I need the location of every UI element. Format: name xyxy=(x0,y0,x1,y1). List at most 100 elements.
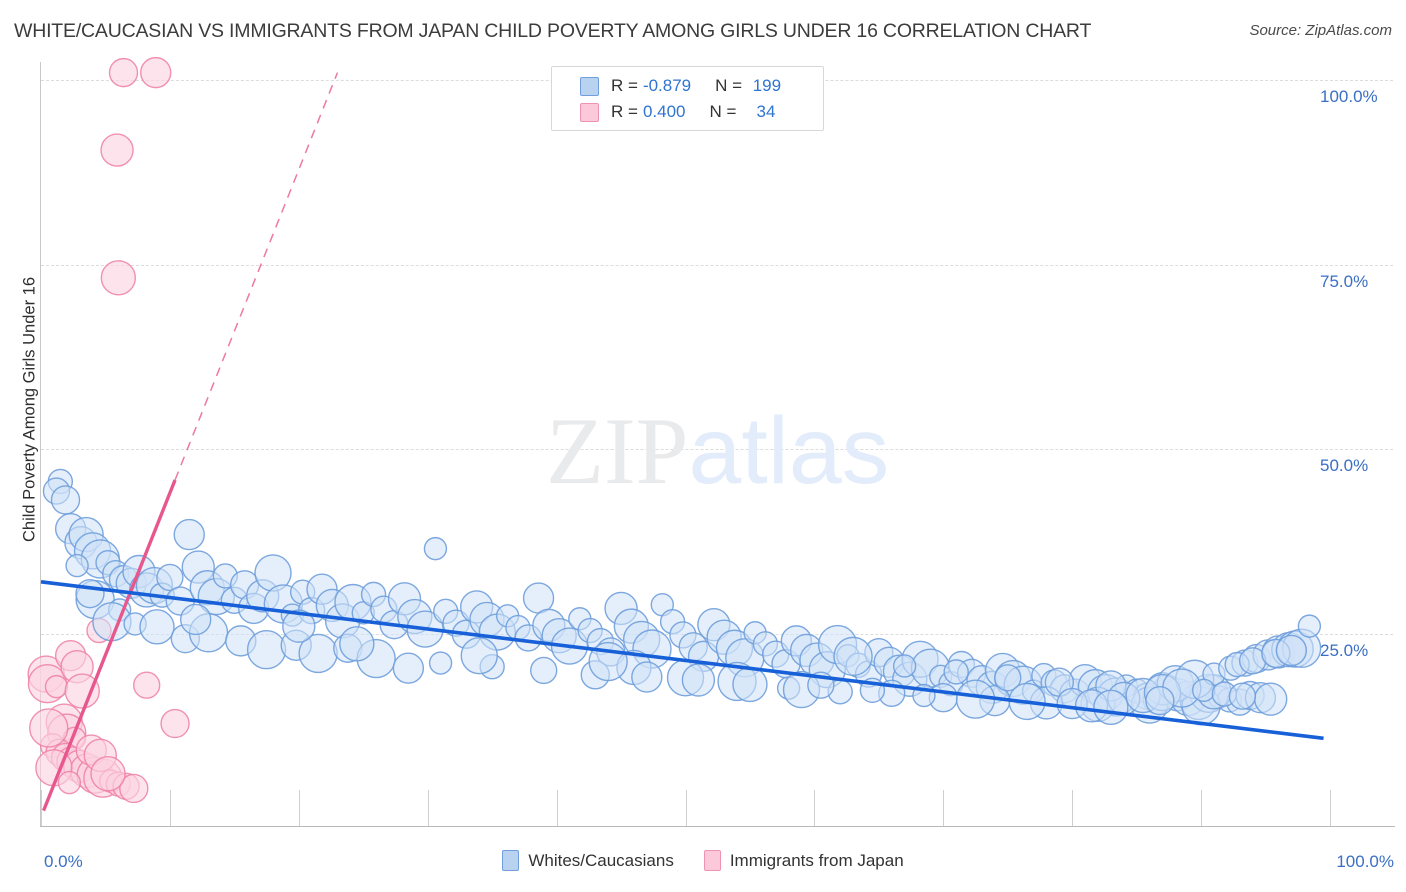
legend-r-key-whites: R = xyxy=(611,76,638,95)
data-point-japan xyxy=(64,673,100,709)
data-point-whites xyxy=(433,598,459,625)
data-point-japan xyxy=(69,753,106,789)
data-point-whites xyxy=(229,570,260,600)
data-point-whites xyxy=(1254,682,1288,716)
data-point-whites xyxy=(782,670,821,709)
data-point-japan xyxy=(57,770,82,795)
x-tick-70 xyxy=(943,790,944,826)
data-point-japan xyxy=(62,749,97,784)
data-point-whites xyxy=(532,608,566,643)
data-point-whites xyxy=(289,579,316,605)
data-point-whites xyxy=(1133,682,1161,710)
data-point-whites xyxy=(1224,651,1250,678)
data-point-japan xyxy=(86,617,112,644)
data-point-whites xyxy=(360,581,387,608)
data-point-whites xyxy=(979,684,1011,717)
x-tick-90 xyxy=(1201,790,1202,826)
data-point-whites xyxy=(632,629,672,669)
data-point-whites xyxy=(580,660,610,690)
data-point-whites xyxy=(1170,680,1206,717)
y-axis-line xyxy=(40,62,41,826)
data-point-whites xyxy=(892,654,917,678)
data-point-whites xyxy=(873,646,905,678)
data-point-whites xyxy=(678,632,708,662)
data-point-whites xyxy=(912,683,936,708)
data-point-japan xyxy=(83,758,123,798)
data-point-whites xyxy=(975,670,1009,705)
data-point-whites xyxy=(123,612,147,636)
data-point-whites xyxy=(1093,689,1129,725)
data-point-japan xyxy=(100,133,134,167)
data-point-whites xyxy=(263,584,304,624)
data-point-whites xyxy=(50,485,81,515)
data-point-whites xyxy=(1114,674,1139,698)
data-point-whites xyxy=(220,586,249,614)
legend-row-japan: R = 0.400 N = 34 xyxy=(552,99,823,125)
data-point-japan xyxy=(112,772,140,800)
data-point-japan xyxy=(44,674,69,699)
series-legend-item-japan[interactable]: Immigrants from Japan xyxy=(703,850,904,871)
data-point-whites xyxy=(1174,659,1215,699)
x-tick-50 xyxy=(686,790,687,826)
data-point-whites xyxy=(298,633,338,674)
series-legend-item-whites[interactable]: Whites/Caucasians xyxy=(502,850,674,871)
gridline-75 xyxy=(41,264,1393,266)
data-point-whites xyxy=(938,670,964,697)
x-tick-20 xyxy=(299,790,300,826)
data-point-whites xyxy=(613,608,650,644)
data-point-whites xyxy=(966,665,998,697)
data-point-whites xyxy=(102,560,130,588)
data-point-whites xyxy=(1181,686,1221,726)
data-point-whites xyxy=(817,624,858,665)
trendline-japan-solid xyxy=(41,479,177,812)
data-point-japan xyxy=(35,749,73,787)
data-point-whites xyxy=(943,659,969,685)
data-point-japan xyxy=(56,746,88,778)
data-point-whites xyxy=(478,613,517,651)
data-point-japan xyxy=(27,655,65,693)
data-point-whites xyxy=(845,652,871,678)
data-point-whites xyxy=(108,564,139,595)
legend-n-key-japan: N = xyxy=(709,102,737,121)
data-point-japan xyxy=(132,671,161,699)
data-point-whites xyxy=(1074,689,1109,723)
data-point-whites xyxy=(1044,667,1075,697)
data-point-japan xyxy=(62,726,87,750)
data-point-whites xyxy=(568,607,592,631)
data-point-whites xyxy=(197,577,236,616)
data-point-whites xyxy=(1252,639,1284,671)
legend-r-value-whites: -0.879 xyxy=(642,76,692,95)
data-point-whites xyxy=(1179,682,1218,721)
data-point-whites xyxy=(1235,680,1265,711)
data-point-whites xyxy=(878,679,906,707)
data-point-whites xyxy=(1189,673,1229,713)
data-point-whites xyxy=(334,583,372,622)
data-point-whites xyxy=(771,649,801,679)
data-point-whites xyxy=(859,677,886,704)
data-point-japan xyxy=(140,56,172,89)
data-point-whites xyxy=(1207,685,1231,709)
data-point-whites xyxy=(149,582,175,608)
series-swatch-japan xyxy=(703,850,721,871)
data-point-japan xyxy=(39,732,66,759)
data-point-whites xyxy=(631,661,663,693)
data-point-whites xyxy=(65,553,89,578)
data-point-whites xyxy=(1281,628,1322,668)
data-point-japan xyxy=(100,260,137,296)
data-point-whites xyxy=(604,591,638,626)
data-point-whites xyxy=(156,563,184,592)
data-point-whites xyxy=(469,601,505,638)
data-point-whites xyxy=(333,633,363,663)
data-point-whites xyxy=(179,603,212,636)
watermark-zip: ZIP xyxy=(546,398,689,504)
data-point-whites xyxy=(1040,669,1068,697)
data-point-whites xyxy=(882,654,917,688)
data-point-whites xyxy=(669,621,697,649)
data-point-whites xyxy=(280,603,305,627)
data-point-whites xyxy=(387,582,422,616)
data-point-whites xyxy=(1241,643,1272,674)
data-point-whites xyxy=(370,595,398,623)
data-point-whites xyxy=(762,640,790,668)
data-point-whites xyxy=(1068,664,1102,698)
series-swatch-whites xyxy=(502,850,520,871)
